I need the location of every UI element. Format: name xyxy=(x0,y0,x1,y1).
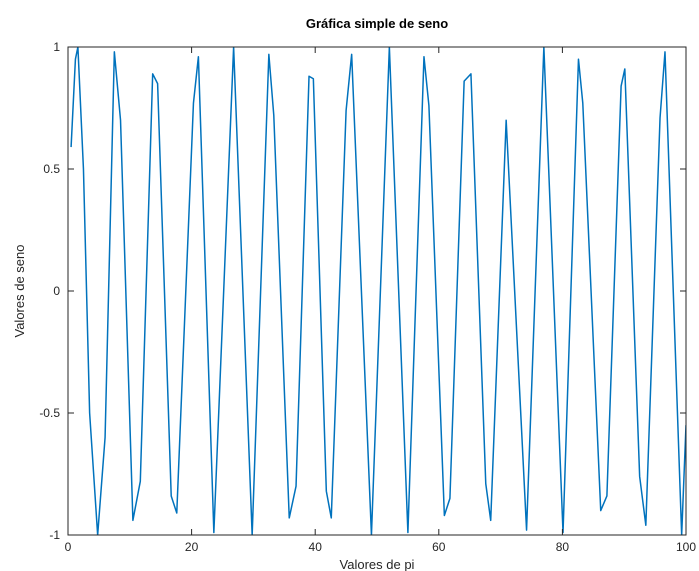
x-tick-label: 20 xyxy=(185,540,199,554)
x-tick-label: 0 xyxy=(65,540,72,554)
y-tick-label: -0.5 xyxy=(39,406,60,420)
chart-title: Gráfica simple de seno xyxy=(306,16,448,31)
y-tick-label: -1 xyxy=(49,528,60,542)
x-tick-label: 100 xyxy=(676,540,696,554)
x-tick-label: 80 xyxy=(556,540,570,554)
x-tick-label: 40 xyxy=(309,540,323,554)
y-tick-label: 0 xyxy=(53,284,60,298)
y-axis-label: Valores de seno xyxy=(12,245,27,338)
x-axis-label: Valores de pi xyxy=(340,557,415,571)
plot-area xyxy=(68,47,686,535)
y-tick-label: 0.5 xyxy=(43,162,60,176)
series-line-0 xyxy=(70,47,686,535)
x-tick-label: 60 xyxy=(432,540,446,554)
y-tick-label: 1 xyxy=(53,40,60,54)
